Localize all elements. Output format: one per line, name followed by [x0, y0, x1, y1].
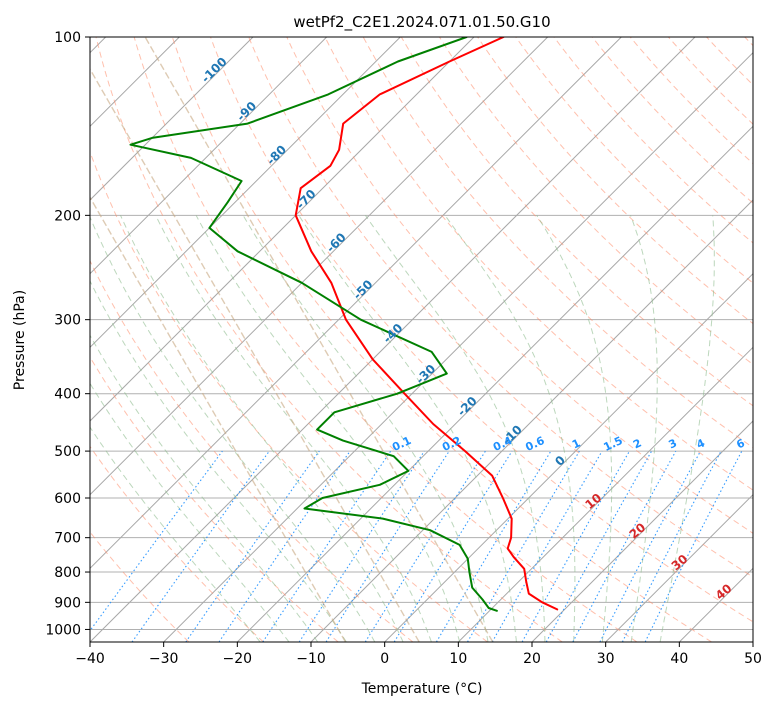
y-tick-label: 600	[54, 491, 81, 507]
x-tick-label: 40	[670, 651, 688, 667]
x-tick-label: −20	[223, 651, 253, 667]
y-tick-label: 800	[54, 565, 81, 581]
chart-title: wetPf2_C2E1.2024.071.01.50.G10	[293, 13, 550, 32]
y-tick-label: 300	[54, 313, 81, 329]
x-tick-label: −10	[296, 651, 326, 667]
y-tick-label: 400	[54, 387, 81, 403]
y-tick-label: 200	[54, 208, 81, 224]
x-tick-label: −30	[149, 651, 179, 667]
y-tick-label: 900	[54, 595, 81, 611]
x-tick-label: 30	[597, 651, 615, 667]
y-tick-label: 700	[54, 531, 81, 547]
x-tick-label: 50	[744, 651, 762, 667]
y-tick-label: 100	[54, 30, 81, 46]
x-tick-label: 20	[523, 651, 541, 667]
x-tick-label: 0	[380, 651, 389, 667]
x-axis-label: Temperature (°C)	[361, 681, 483, 697]
y-tick-label: 500	[54, 444, 81, 460]
y-axis-label: Pressure (hPa)	[12, 290, 28, 390]
x-tick-label: 10	[449, 651, 467, 667]
x-tick-label: −40	[75, 651, 105, 667]
y-tick-label: 1000	[45, 622, 81, 638]
